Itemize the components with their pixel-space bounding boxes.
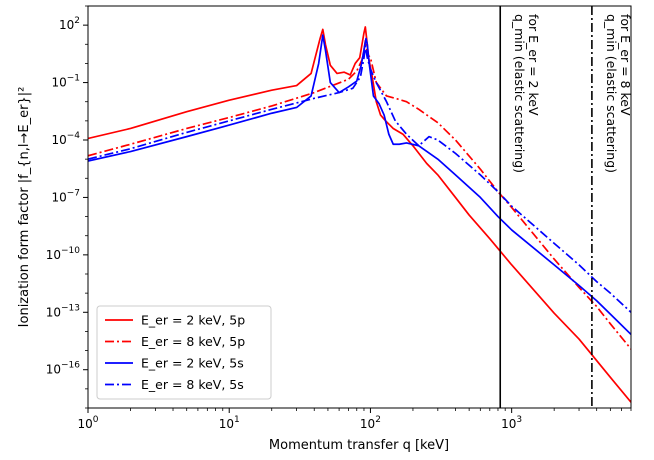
y-tick-label: 10−10 (46, 246, 81, 262)
y-tick-label: 10−4 (51, 131, 80, 147)
plot-frame (87, 5, 632, 409)
qmin-annotation-line2: for E_er = 2 keV (526, 14, 541, 116)
y-tick-label: 102 (59, 16, 80, 32)
legend-box (96, 305, 272, 400)
qmin-annotation-1: q_min (elastic scattering) for E_er = 2 k… (512, 14, 541, 173)
qmin-annotation-2: q_min (elastic scattering) for E_er = 8 k… (604, 14, 633, 173)
legend-label: E_er = 8 keV, 5s (141, 377, 244, 392)
x-tick-label: 103 (501, 415, 522, 431)
series-line-2 (88, 40, 631, 350)
qmin-annotation-line1: q_min (elastic scattering) (512, 14, 527, 173)
x-tick-label: 100 (77, 415, 98, 431)
legend-label: E_er = 8 keV, 5p (141, 334, 245, 349)
y-tick-label: 10−13 (46, 303, 80, 319)
legend-label: E_er = 2 keV, 5p (141, 313, 245, 328)
axes-layer: 100 101 102 103 102 10−1 10−4 10−7 10−10 10−13 10−… (46, 5, 632, 431)
x-tick-label: 101 (219, 415, 240, 431)
qmin-annotation-line2: for E_er = 8 keV (618, 14, 633, 116)
x-tick-label: 102 (360, 415, 381, 431)
vline-layer: q_min (elastic scattering) for E_er = 2 k… (499, 6, 633, 408)
legend: E_er = 2 keV, 5p E_er = 8 keV, 5p E_er = 2… (96, 305, 272, 400)
y-tick-label: 10−16 (46, 361, 81, 377)
series-line-1 (88, 26, 631, 403)
legend-label: E_er = 2 keV, 5s (141, 356, 244, 371)
series-line-4 (88, 45, 631, 313)
y-tick-label: 10−1 (51, 74, 80, 90)
x-axis-label: Momentum transfer q [keV] (269, 438, 449, 453)
qmin-annotation-line1: q_min (elastic scattering) (604, 14, 619, 173)
series-layer (88, 26, 631, 403)
y-tick-label: 10−7 (51, 188, 80, 204)
y-axis-label: Ionization form factor |f_{n,l→E_er}|² (17, 87, 32, 328)
